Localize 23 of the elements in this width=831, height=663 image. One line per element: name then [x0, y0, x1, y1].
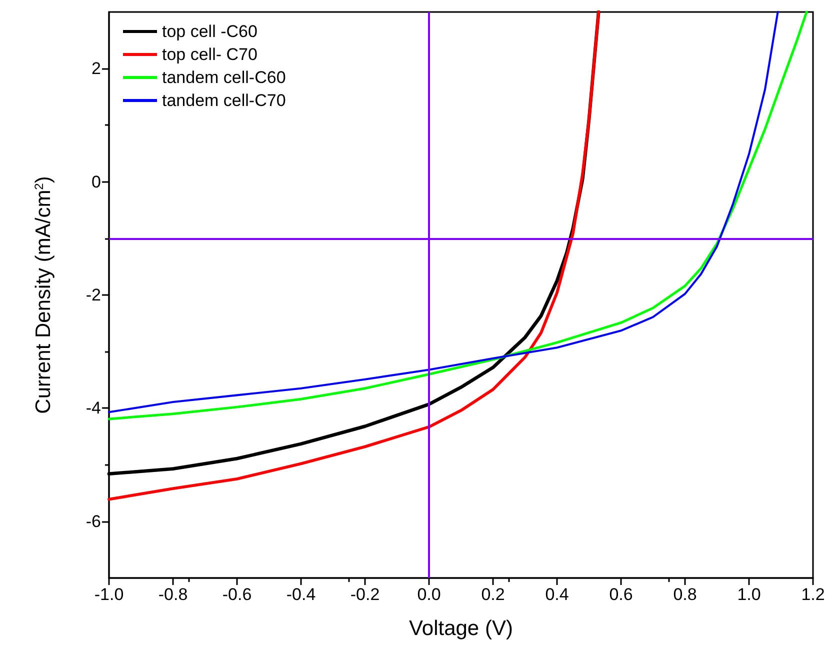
x-tick-label: 0.4: [545, 585, 569, 604]
y-tick-label: 0: [92, 172, 101, 192]
x-tick-label: 0.6: [609, 585, 633, 604]
y-tick-label: -6: [86, 512, 101, 531]
legend-label: top cell -C60: [162, 22, 258, 41]
x-tick-label: -1.0: [94, 585, 124, 604]
x-tick-label: -0.2: [350, 585, 380, 604]
y-axis-title: Current Density (mA/cm2): [32, 176, 55, 414]
x-tick-label: -0.6: [222, 585, 252, 604]
x-axis-title: Voltage (V): [409, 617, 513, 640]
x-tick-label: 0.8: [673, 585, 697, 604]
x-tick-label: 0.2: [481, 585, 505, 604]
legend-label: top cell- C70: [162, 45, 258, 64]
x-tick-label: 1.2: [801, 585, 825, 604]
y-tick-label: -2: [86, 286, 101, 304]
x-tick-label: 1.0: [737, 585, 761, 604]
x-tick-label: -0.8: [158, 585, 188, 604]
x-tick-label: 0.0: [417, 585, 441, 604]
x-tick-label: -0.4: [286, 585, 316, 604]
y-tick-label: -4: [86, 398, 101, 418]
legend-label: tandem cell-C60: [162, 68, 286, 87]
legend-label: tandem cell-C70: [162, 91, 286, 110]
y-tick-label: 2: [92, 59, 101, 78]
